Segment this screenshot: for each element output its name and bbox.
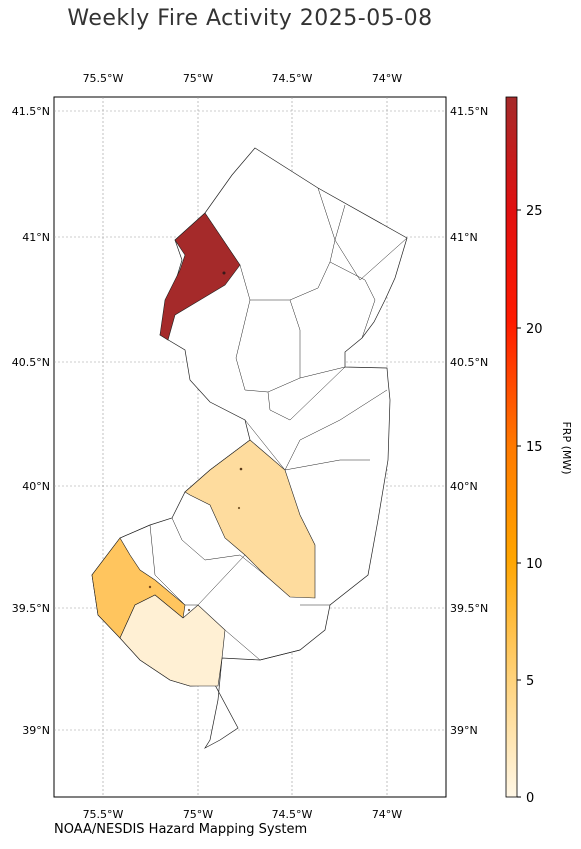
colorbar-ticks	[517, 209, 521, 798]
fire-point	[239, 467, 243, 471]
county-line-atlantic	[224, 629, 301, 661]
colorbar	[505, 96, 518, 798]
lon-label-top: 75.5°W	[83, 72, 124, 85]
lon-label-bottom: 74°W	[372, 808, 402, 821]
lat-label-right: 39°N	[450, 724, 478, 737]
county-line-monmouth	[267, 366, 346, 421]
lon-label-bottom: 74.5°W	[272, 808, 313, 821]
lat-label-right: 41°N	[450, 231, 478, 244]
colorbar-label: FRP (MW)	[560, 421, 573, 474]
fire-point	[222, 271, 226, 275]
lat-label-left: 40.5°N	[12, 356, 50, 369]
lat-label-left: 39.5°N	[12, 602, 50, 615]
county-line-essex	[329, 261, 376, 339]
lat-label-right: 39.5°N	[450, 602, 488, 615]
lon-label-bottom: 75.5°W	[83, 808, 124, 821]
county-fire-burlington	[184, 439, 316, 599]
fire-point	[237, 506, 241, 510]
colorbar-tick-label: 20	[526, 322, 543, 337]
county-line-gloucester	[119, 524, 246, 606]
county-line-bergen	[334, 204, 408, 281]
fire-point	[148, 585, 152, 589]
county-line-ocean	[284, 459, 370, 471]
colorbar-tick-label: 0	[526, 791, 534, 806]
county-line-middlesex	[299, 366, 346, 379]
lat-label-right: 40°N	[450, 480, 478, 493]
lat-label-right: 40.5°N	[450, 356, 488, 369]
map-title: Weekly Fire Activity 2025-05-08	[67, 6, 433, 31]
county-line-camden	[171, 517, 266, 576]
lat-label-left: 40°N	[22, 480, 50, 493]
fire-points	[148, 271, 243, 612]
data-source-credit: NOAA/NESDIS Hazard Mapping System	[54, 822, 308, 837]
colorbar-tick-label: 15	[526, 440, 543, 455]
lat-label-left: 41.5°N	[12, 105, 50, 118]
colorbar-tick-label: 5	[526, 674, 534, 689]
county-fire-sussex	[159, 212, 241, 341]
lon-label-top: 74°W	[372, 72, 402, 85]
lon-label-bottom: 75°W	[183, 808, 213, 821]
colorbar-tick-label: 10	[526, 557, 543, 572]
county-boundaries	[119, 187, 408, 661]
county-fire-cumberland	[119, 594, 226, 687]
lat-label-right: 41.5°N	[450, 105, 488, 118]
lat-label-left: 39°N	[22, 724, 50, 737]
colorbar-tick-label: 25	[526, 204, 543, 219]
county-line-mercer	[244, 389, 388, 471]
lon-label-top: 74.5°W	[272, 72, 313, 85]
lat-label-left: 41°N	[22, 231, 50, 244]
fire-point	[187, 608, 191, 612]
lon-label-top: 75°W	[183, 72, 213, 85]
